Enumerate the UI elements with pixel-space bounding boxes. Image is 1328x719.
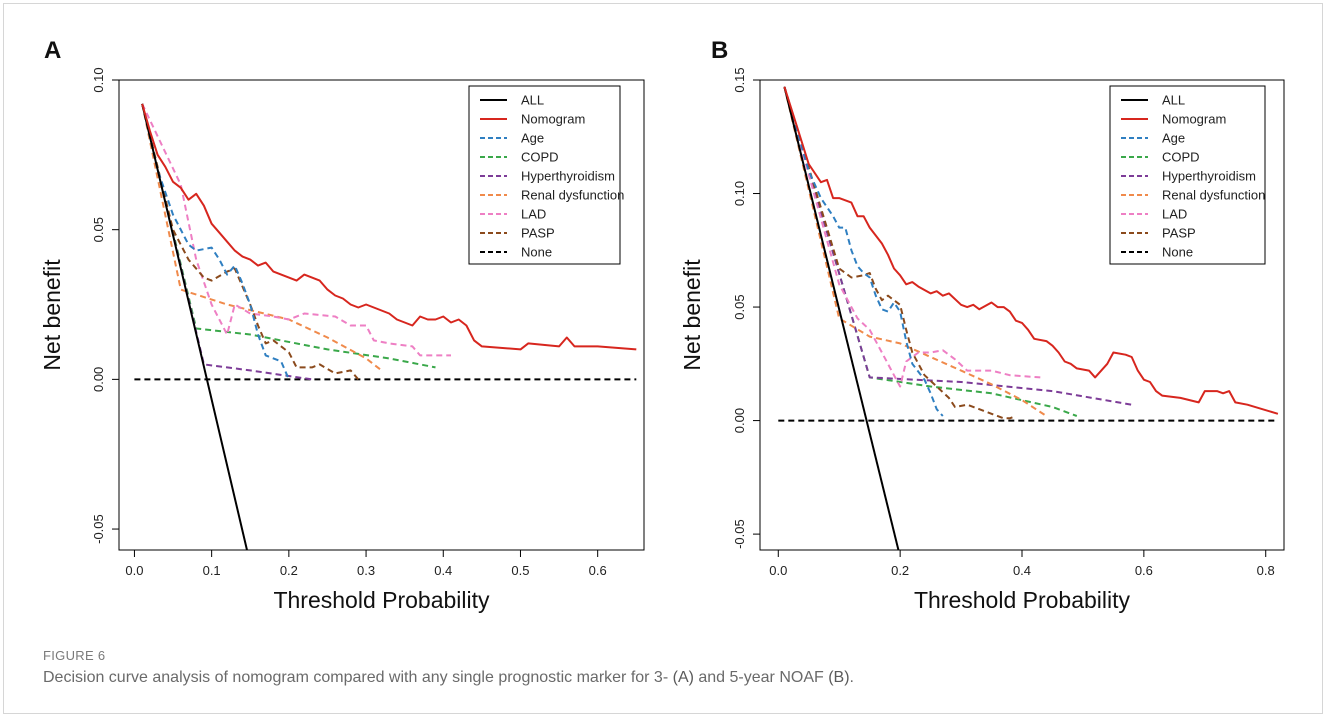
legend-entry-all: ALL (1162, 93, 1185, 108)
legend-entry-copd: COPD (1162, 150, 1200, 165)
legend-entry-nomogram: Nomogram (1162, 112, 1226, 127)
x-tick-label: 0.4 (1013, 563, 1031, 578)
y-axis-title: Net benefit (679, 259, 705, 371)
legend-entry-pasp: PASP (1162, 226, 1196, 241)
legend-entry-age: Age (1162, 131, 1185, 146)
y-tick-label: 0.05 (732, 294, 747, 319)
legend-entry-age: Age (521, 131, 544, 146)
legend: ALL Nomogram Age COPD Hyperthyroidism Renal d… (468, 85, 624, 265)
legend-entry-all: ALL (521, 93, 544, 108)
y-tick-label: 0.00 (732, 408, 747, 433)
legend-entry-lad: LAD (521, 207, 546, 222)
y-tick-label: 0.00 (91, 367, 106, 392)
caption-text-before: Decision curve analysis of nomogram comp… (43, 669, 673, 686)
x-tick-label: 0.4 (434, 563, 452, 578)
series-line-pasp (783, 86, 1017, 420)
x-axis-title: Threshold Probability (273, 587, 490, 613)
y-tick-label: 0.15 (732, 67, 747, 92)
series-line-copd (783, 86, 1078, 417)
legend: ALL Nomogram Age COPD Hyperthyroidism Renal d… (1109, 85, 1266, 265)
x-tick-label: 0.2 (280, 563, 298, 578)
figure-caption: Decision curve analysis of nomogram comp… (43, 669, 854, 687)
x-axis-title: Threshold Probability (914, 587, 1131, 613)
y-tick-label: 0.10 (732, 181, 747, 206)
panel-letter: B (711, 37, 728, 64)
plot-frame (118, 79, 645, 551)
x-tick-label: 0.3 (357, 563, 375, 578)
caption-panel-a-ref: (A) (672, 669, 694, 686)
x-tick-label: 0.0 (769, 563, 787, 578)
legend-box (468, 85, 621, 265)
series-line-all (783, 86, 900, 550)
legend-entry-renal-dysfunction: Renal dysfunction (1162, 188, 1265, 203)
y-axis-title: Net benefit (39, 259, 65, 371)
legend-entry-lad: LAD (1162, 207, 1187, 222)
legend-entry-renal-dysfunction: Renal dysfunction (521, 188, 624, 203)
series-group (778, 86, 1279, 550)
figure-canvas: A 0.0 0.1 0.2 0.3 0.4 0.5 0.6 -0.05 0.00 0.05 0.10 T… (39, 37, 1285, 613)
series-line-hyperthyroidism (783, 86, 1132, 406)
x-tick-label: 0.2 (891, 563, 909, 578)
legend-entry-pasp: PASP (521, 226, 555, 241)
series-line-nomogram (141, 103, 637, 351)
series-group (134, 103, 637, 550)
x-tick-label: 0.1 (203, 563, 221, 578)
x-tick-label: 0.6 (589, 563, 607, 578)
x-tick-label: 0.6 (1135, 563, 1153, 578)
x-tick-label: 0.0 (125, 563, 143, 578)
legend-entry-nomogram: Nomogram (521, 112, 585, 127)
panel-b: B 0.0 0.2 0.4 0.6 0.8 -0.05 0.00 0.05 0.10 0.15 Thr… (679, 37, 1285, 613)
panel-letter: A (44, 37, 61, 64)
series-line-nomogram (783, 86, 1279, 415)
x-tick-label: 0.8 (1257, 563, 1275, 578)
y-tick-label: -0.05 (732, 519, 747, 549)
series-line-all (141, 103, 249, 550)
series-line-pasp (141, 103, 360, 381)
legend-box (1109, 85, 1266, 265)
legend-entry-copd: COPD (521, 150, 559, 165)
y-tick-label: 0.05 (91, 217, 106, 242)
series-line-copd (141, 103, 436, 369)
legend-entry-hyperthyroidism: Hyperthyroidism (521, 169, 615, 184)
legend-entry-hyperthyroidism: Hyperthyroidism (1162, 169, 1256, 184)
panel-a: A 0.0 0.1 0.2 0.3 0.4 0.5 0.6 -0.05 0.00 0.05 0.10 T… (39, 37, 645, 613)
y-tick-label: -0.05 (91, 514, 106, 544)
series-line-lad (141, 103, 451, 357)
series-line-age (783, 86, 944, 417)
caption-text-after: . (849, 669, 854, 686)
y-tick-label: 0.10 (91, 67, 106, 92)
series-line-age (141, 103, 290, 380)
figure-frame (3, 3, 1323, 714)
caption-panel-b-ref: (B) (828, 669, 850, 686)
caption-text-middle: and 5-year NOAF (693, 669, 829, 686)
x-tick-label: 0.5 (511, 563, 529, 578)
series-line-lad (783, 86, 1041, 388)
legend-entry-none: None (521, 245, 552, 260)
figure-label: FIGURE 6 (43, 648, 106, 663)
legend-entry-none: None (1162, 245, 1193, 260)
series-line-renal-dysfunction (141, 103, 383, 372)
